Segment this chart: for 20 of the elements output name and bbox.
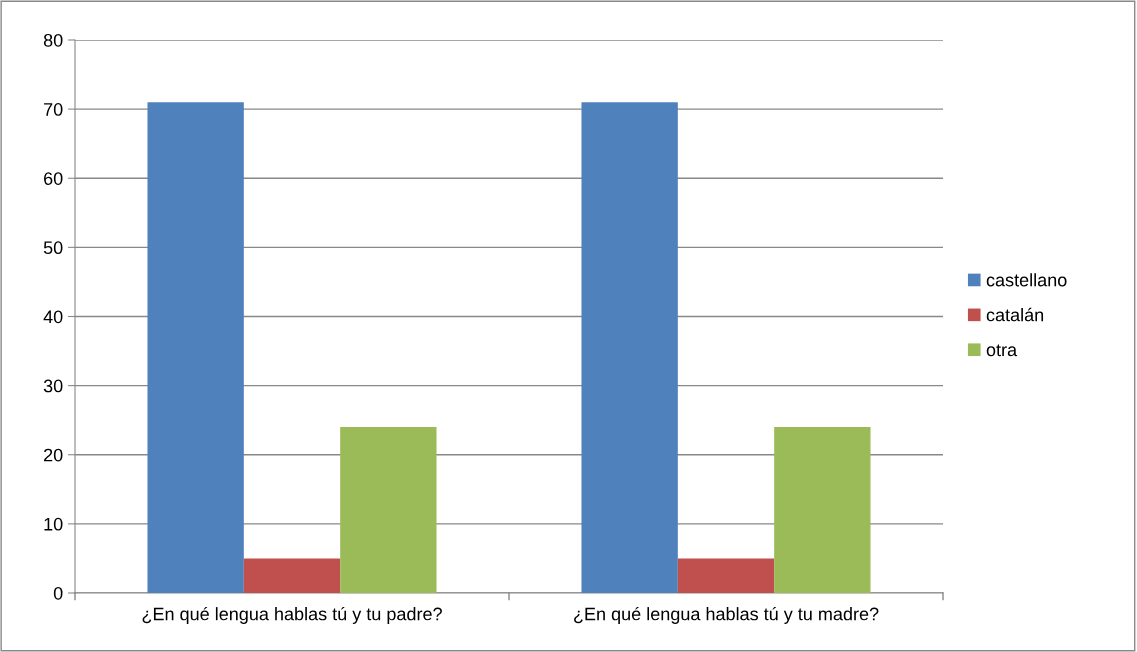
- x-tick-label: ¿En qué lengua hablas tú y tu padre?: [142, 606, 442, 624]
- legend-label: otra: [986, 344, 1018, 357]
- y-tick-label: 80: [43, 33, 63, 47]
- bar: [677, 558, 775, 593]
- y-tick-label: 40: [43, 310, 63, 324]
- y-tick-label: 10: [44, 517, 63, 531]
- x-tick-label: ¿En qué lengua hablas tú y tu madre?: [574, 606, 879, 624]
- legend-label: catalán: [986, 307, 1044, 322]
- y-tick-label: 60: [44, 172, 63, 185]
- y-tick-label: 20: [44, 448, 63, 462]
- y-tick-label: 30: [43, 379, 63, 393]
- bar: [581, 102, 678, 593]
- y-tick-label: 0: [53, 586, 63, 600]
- bar: [340, 427, 437, 593]
- y-tick-label: 70: [44, 103, 63, 116]
- bar: [774, 427, 871, 593]
- bar: [147, 102, 244, 593]
- legend-label: castellano: [986, 273, 1067, 287]
- y-tick-label: 50: [43, 241, 63, 255]
- bar: [243, 558, 341, 593]
